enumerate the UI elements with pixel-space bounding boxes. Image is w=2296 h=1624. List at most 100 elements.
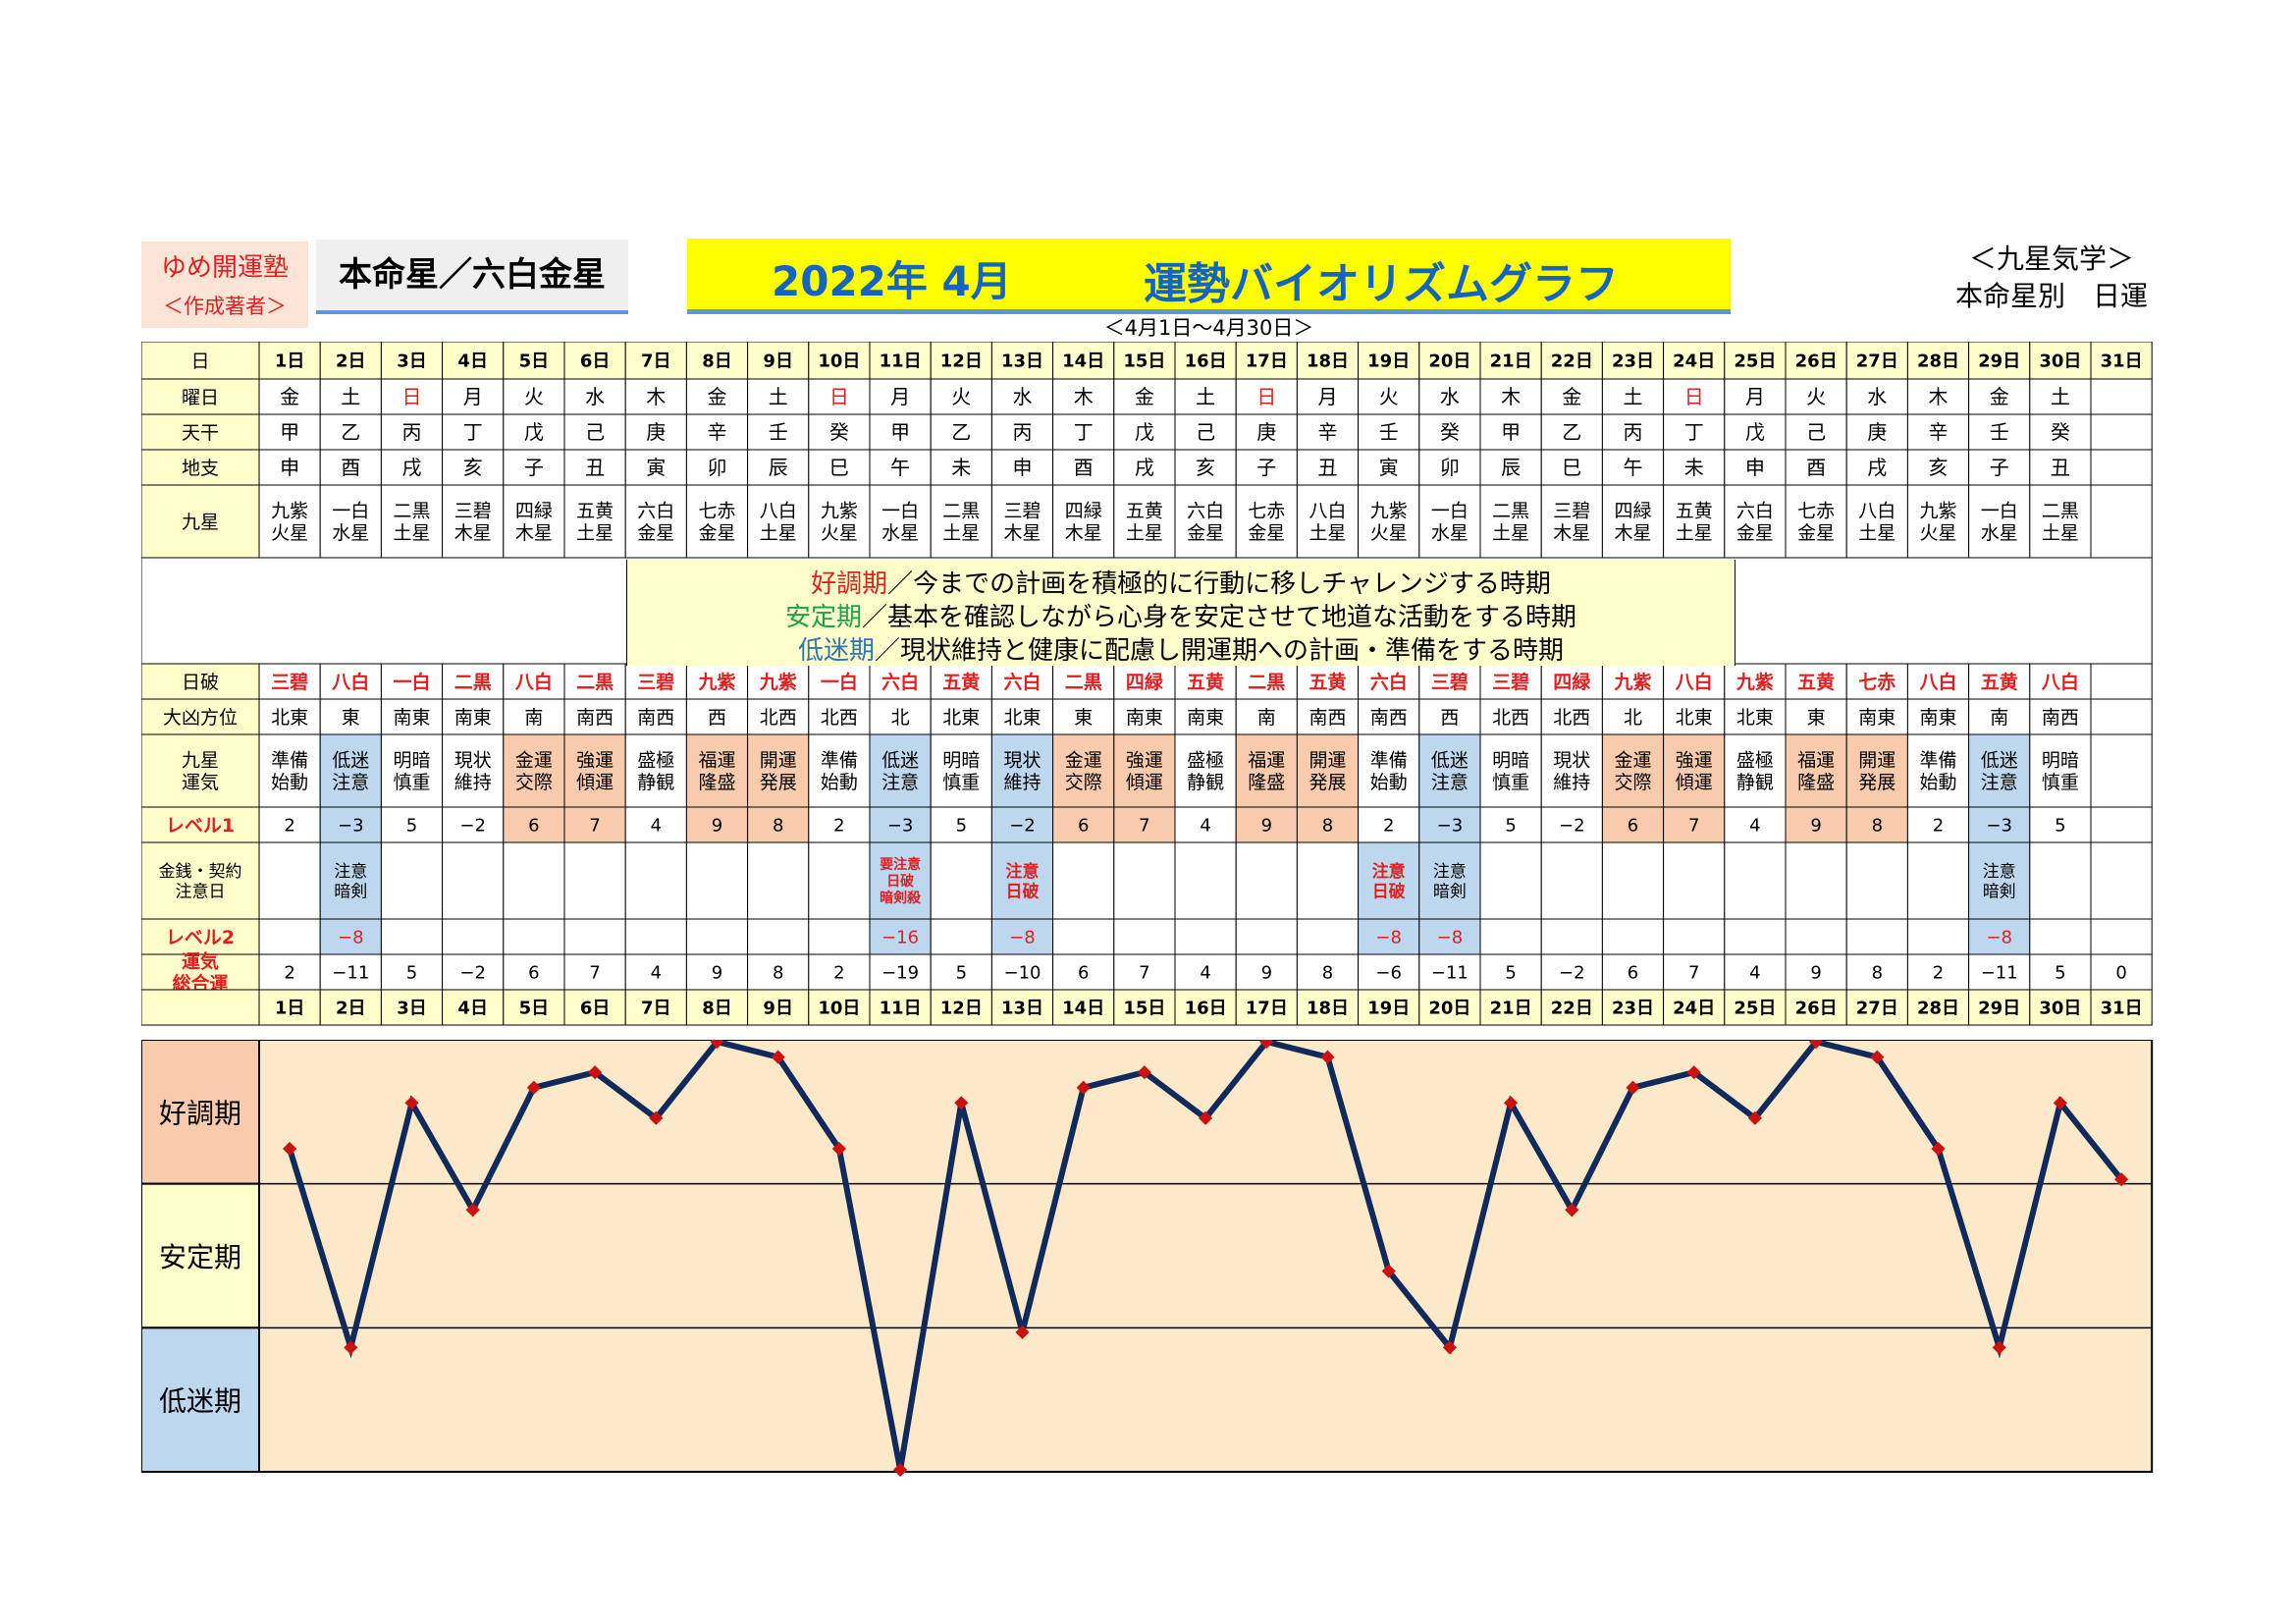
table-value-daikyo: 北 [891, 707, 910, 729]
table-cell [319, 698, 382, 735]
table-value-days: 28日 [1917, 351, 1959, 371]
table-value-days: 14日 [1062, 998, 1104, 1018]
table-cell [990, 484, 1054, 559]
table-cell [1235, 989, 1298, 1026]
table-cell [930, 953, 992, 991]
table-cell [869, 841, 932, 920]
table-value-nippa: 四緑 [1126, 671, 1164, 693]
table-value-unki: 現状維持 [1553, 749, 1590, 793]
table-cell [1724, 484, 1787, 559]
table-value-level1: 9 [1810, 815, 1821, 836]
table-value-tenkan: 癸 [1440, 420, 1460, 444]
fortune-table: 日 1日 2日 3日 4日 5日 6日 7日 8日 9日 10日 11日 12日 13日 14日 15日 16日… [141, 342, 2153, 1026]
table-cell [2029, 413, 2092, 451]
table-cell [1235, 698, 1298, 735]
table-value-days: 14日 [1062, 351, 1104, 371]
table-value-kyusei: 八白土星 [1858, 500, 1896, 544]
table-value-sogo: 6 [1078, 962, 1089, 983]
table-value-weekdays: 土 [1624, 385, 1643, 408]
table-cell [869, 989, 932, 1026]
table-cell [380, 989, 444, 1026]
table-value-nippa: 五黄 [1797, 671, 1835, 693]
table-cell [1601, 806, 1665, 843]
table-value-daikyo: 西 [708, 707, 726, 729]
table-value-unki: 低迷注意 [1981, 749, 2018, 793]
table-cell [563, 449, 626, 486]
table-value-tenkan: 戊 [1745, 420, 1765, 444]
table-value-daikyo: 西 [1440, 707, 1459, 729]
table-value-days: 8日 [702, 998, 732, 1018]
notice-text-stable: ／基本を確認しながら心身を安定させて地道な活動をする時期 [862, 603, 1577, 632]
table-cell [1174, 953, 1237, 991]
table-cell [319, 449, 382, 486]
table-value-sogo: 6 [528, 962, 539, 983]
title-date: 2022年 4月 [772, 257, 1012, 305]
table-value-daikyo: 北東 [1736, 707, 1774, 729]
table-value-days: 22日 [1551, 998, 1593, 1018]
table-cell [1601, 918, 1665, 955]
table-cell [685, 342, 749, 380]
table-cell [2029, 841, 2092, 920]
table-cell [930, 733, 992, 808]
table-cell [1479, 413, 1542, 451]
table-cell [1845, 806, 1908, 843]
table-value-days: 29日 [1978, 998, 2020, 1018]
band-label-0: 好調期 [159, 1097, 241, 1129]
table-cell [1540, 989, 1603, 1026]
table-value-tenkan: 乙 [1562, 420, 1581, 444]
table-cell [1113, 841, 1176, 920]
table-cell [1724, 378, 1787, 415]
table-cell [624, 484, 687, 559]
table-cell [503, 484, 565, 559]
table-cell [1174, 378, 1237, 415]
table-cell [685, 733, 749, 808]
table-value-nippa: 九紫 [759, 672, 797, 693]
table-value-sogo: 7 [589, 962, 600, 983]
table-value-daikyo: 南 [1990, 707, 2008, 729]
table-cell [1845, 953, 1908, 991]
table-value-kyusei: 一白水星 [1981, 500, 2018, 544]
table-value-kinsen: 注意暗剣 [1983, 862, 2016, 901]
table-value-tenkan: 甲 [280, 420, 299, 444]
table-value-kyusei: 六白金星 [1736, 500, 1774, 544]
table-cell [503, 449, 565, 486]
table-cell [258, 484, 321, 559]
table-value-unki: 準備始動 [821, 749, 858, 793]
table-value-daikyo: 北東 [1003, 707, 1041, 729]
table-value-days: 2日 [336, 351, 366, 371]
row-label-level2: レベル2 [166, 927, 235, 948]
table-cell [442, 342, 505, 380]
table-cell [1540, 413, 1603, 451]
table-value-tenkan: 癸 [829, 420, 849, 444]
table-value-days: 24日 [1673, 998, 1715, 1018]
table-value-days: 15日 [1123, 998, 1165, 1018]
table-cell [1418, 841, 1481, 920]
table-value-chishi: 卯 [708, 456, 727, 479]
table-cell [1358, 698, 1420, 735]
table-cell [930, 918, 992, 955]
table-value-tenkan: 丁 [463, 420, 483, 444]
table-value-tenkan: 癸 [2051, 420, 2070, 444]
table-value-weekdays: 火 [951, 385, 971, 408]
table-value-weekdays: 土 [2051, 385, 2070, 408]
row-label-level1: レベル1 [166, 815, 235, 837]
table-cell [380, 841, 444, 920]
table-cell [563, 663, 626, 700]
table-cell [2090, 698, 2153, 735]
table-value-days: 15日 [1123, 351, 1165, 371]
table-value-chishi: 寅 [646, 456, 666, 479]
table-cell [1724, 413, 1787, 451]
table-cell [258, 378, 321, 415]
table-value-sogo: 8 [1322, 962, 1333, 983]
table-value-tenkan: 壬 [1990, 420, 2009, 444]
table-cell [624, 663, 687, 700]
table-cell [1785, 841, 1847, 920]
table-cell [1296, 342, 1360, 380]
table-value-unki: 開運発展 [1308, 749, 1346, 793]
table-cell [1724, 698, 1787, 735]
table-cell [2090, 484, 2153, 559]
table-cell [1418, 484, 1481, 559]
table-cell [1174, 342, 1237, 380]
table-cell [2090, 806, 2153, 843]
table-value-level1: 7 [1139, 815, 1149, 836]
